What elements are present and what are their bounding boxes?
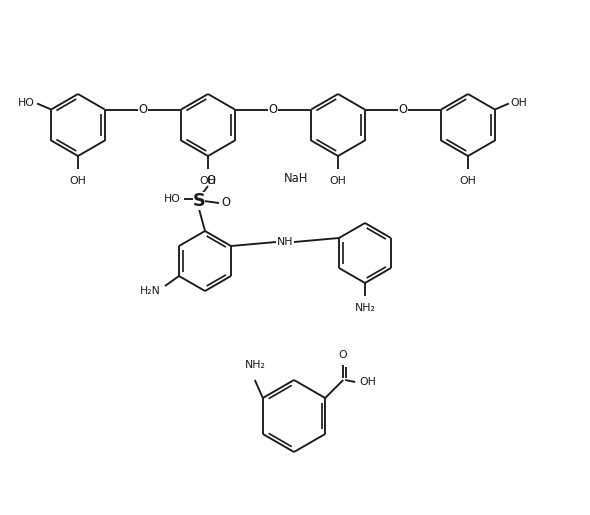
Text: NH: NH <box>277 237 293 247</box>
Text: OH: OH <box>70 176 87 186</box>
Text: NaH: NaH <box>284 173 308 185</box>
Text: O: O <box>268 103 277 116</box>
Text: HO: HO <box>164 194 181 204</box>
Text: S: S <box>192 192 205 210</box>
Text: O: O <box>221 197 230 210</box>
Text: OH: OH <box>359 377 376 387</box>
Text: OH: OH <box>330 176 346 186</box>
Text: HO: HO <box>18 97 35 108</box>
Text: O: O <box>398 103 408 116</box>
Text: O: O <box>339 350 348 360</box>
Text: OH: OH <box>511 97 527 108</box>
Text: OH: OH <box>460 176 477 186</box>
Text: H₂N: H₂N <box>140 286 161 296</box>
Text: O: O <box>139 103 148 116</box>
Text: O: O <box>206 175 215 187</box>
Text: NH₂: NH₂ <box>355 303 375 313</box>
Text: NH₂: NH₂ <box>244 360 266 370</box>
Text: OH: OH <box>199 176 217 186</box>
